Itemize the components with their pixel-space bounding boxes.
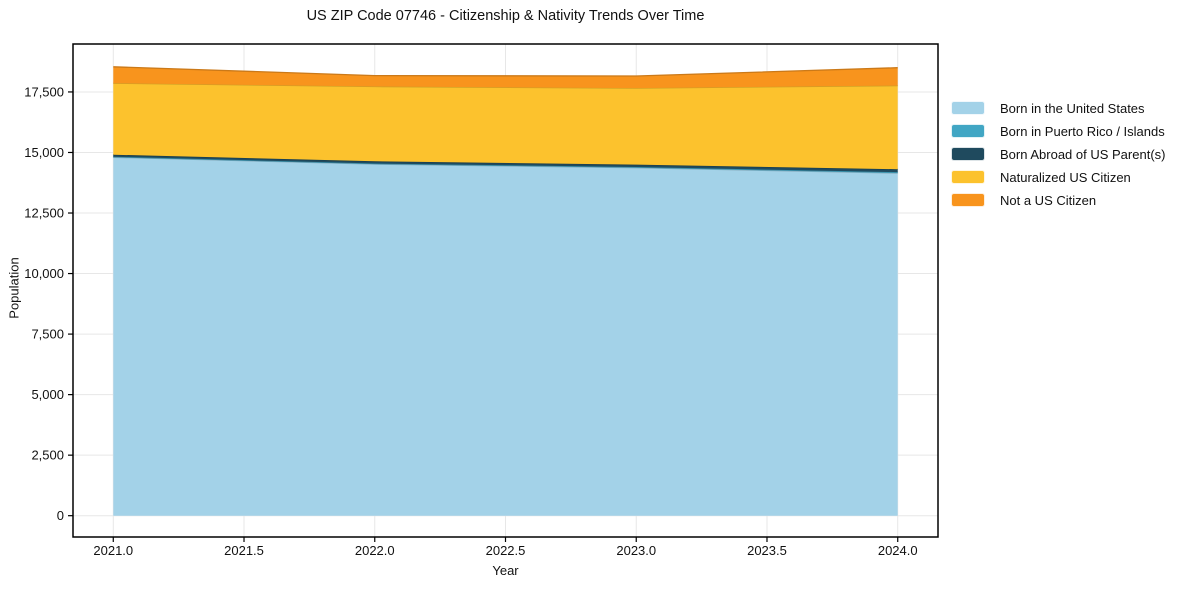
legend-swatch bbox=[951, 147, 985, 161]
y-tick-label: 2,500 bbox=[31, 448, 64, 463]
area-naturalized-us-citizen bbox=[113, 83, 898, 170]
y-tick-label: 15,000 bbox=[24, 145, 64, 160]
legend: Born in the United States Born in Puerto … bbox=[951, 100, 1166, 208]
legend-label: Born in Puerto Rico / Islands bbox=[1000, 123, 1165, 139]
legend-swatch bbox=[951, 193, 985, 207]
area-edge-not-a-us-citizen bbox=[113, 66, 898, 77]
chart-title: US ZIP Code 07746 - Citizenship & Nativi… bbox=[306, 8, 705, 24]
x-tick-label: 2021.5 bbox=[224, 543, 264, 558]
x-tick-label: 2023.5 bbox=[747, 543, 787, 558]
x-tick-label: 2024.0 bbox=[878, 543, 918, 558]
legend-label: Born Abroad of US Parent(s) bbox=[1000, 146, 1166, 162]
y-tick-label: 0 bbox=[57, 508, 64, 523]
legend-label: Naturalized US Citizen bbox=[1000, 169, 1131, 185]
x-tick-label: 2021.0 bbox=[93, 543, 133, 558]
legend-label: Not a US Citizen bbox=[1000, 192, 1097, 208]
area-born-in-the-united-states bbox=[113, 157, 898, 516]
legend-item-born-abroad-of-us-parent-s: Born Abroad of US Parent(s) bbox=[951, 146, 1166, 162]
legend-swatch bbox=[951, 170, 985, 184]
legend-label: Born in the United States bbox=[1000, 100, 1145, 116]
legend-swatch bbox=[951, 101, 985, 115]
x-tick-label: 2022.0 bbox=[355, 543, 395, 558]
x-tick-label: 2023.0 bbox=[616, 543, 656, 558]
legend-item-born-in-the-united-states: Born in the United States bbox=[951, 100, 1165, 116]
area-not-a-us-citizen bbox=[113, 66, 898, 89]
legend-swatch bbox=[951, 124, 985, 138]
legend-item-naturalized-us-citizen: Naturalized US Citizen bbox=[951, 169, 1165, 185]
y-tick-label: 17,500 bbox=[24, 84, 64, 99]
y-tick-label: 12,500 bbox=[24, 206, 64, 221]
x-tick-label: 2022.5 bbox=[486, 543, 526, 558]
y-axis-label: Population bbox=[6, 257, 22, 319]
x-axis-label: Year bbox=[492, 563, 519, 578]
legend-item-not-a-us-citizen: Not a US Citizen bbox=[951, 192, 1165, 208]
legend-item-born-in-puerto-rico-islands: Born in Puerto Rico / Islands bbox=[951, 123, 1165, 139]
y-tick-label: 7,500 bbox=[31, 327, 64, 342]
area-born-in-puerto-rico-islands bbox=[113, 156, 898, 174]
y-tick-label: 10,000 bbox=[24, 266, 64, 281]
y-tick-label: 5,000 bbox=[31, 387, 64, 402]
